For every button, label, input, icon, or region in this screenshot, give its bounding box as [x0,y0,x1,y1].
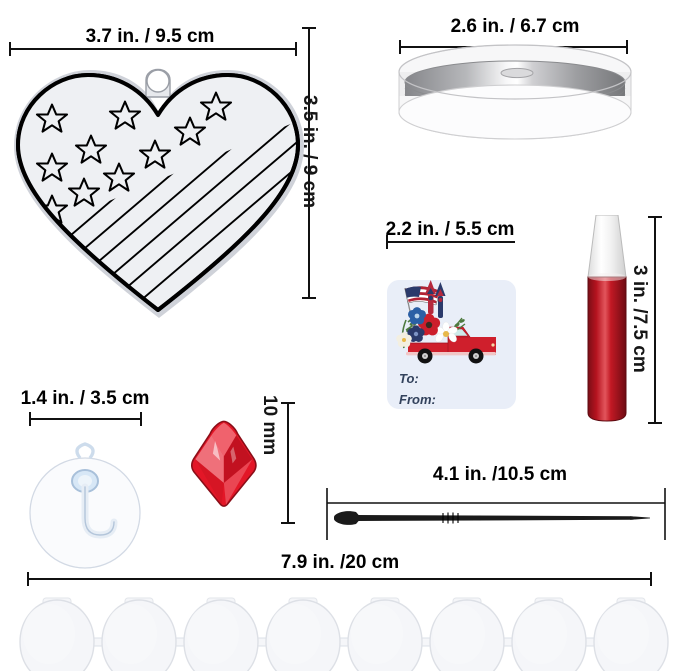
svg-text:7.9 in. /20 cm: 7.9 in. /20 cm [281,552,399,573]
svg-text:To:: To: [399,371,419,386]
svg-text:4.1 in. /10.5 cm: 4.1 in. /10.5 cm [433,464,567,485]
svg-text:2.6 in. / 6.7 cm: 2.6 in. / 6.7 cm [451,16,580,37]
svg-text:From:: From: [399,392,436,407]
svg-text:2.2 in. / 5.5 cm: 2.2 in. / 5.5 cm [386,219,515,240]
svg-text:3.7 in. / 9.5 cm: 3.7 in. / 9.5 cm [86,26,215,47]
svg-text:1.4 in. / 3.5 cm: 1.4 in. / 3.5 cm [21,388,150,409]
